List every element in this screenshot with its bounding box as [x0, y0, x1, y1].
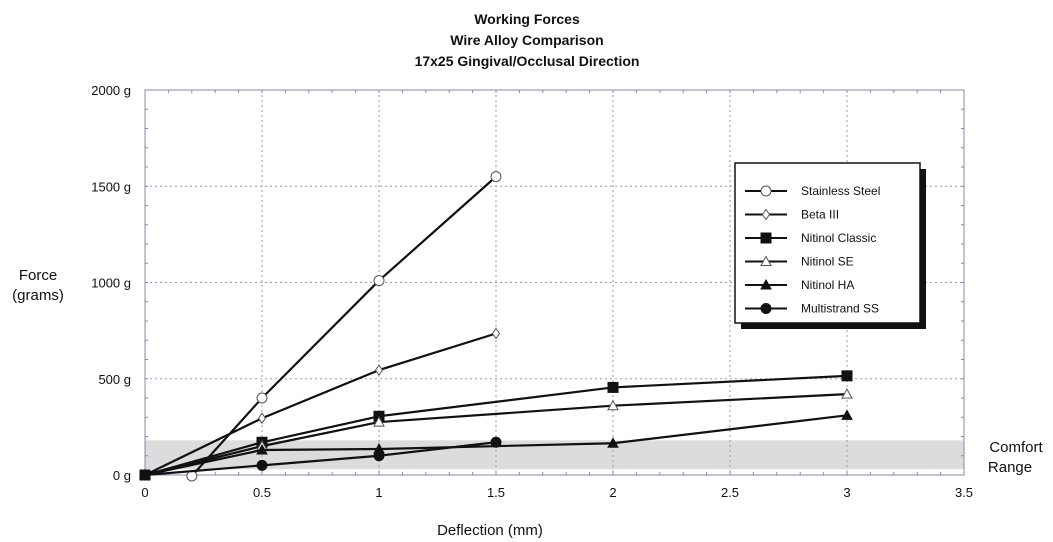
- data-point: [760, 278, 772, 290]
- legend-label: Nitinol SE: [801, 255, 854, 269]
- data-point: [760, 185, 772, 197]
- x-tick-label: 2: [609, 485, 616, 500]
- y-tick-label: 0 g: [113, 468, 131, 483]
- x-tick-label: 1: [375, 485, 382, 500]
- data-point: [256, 443, 268, 455]
- data-point: [490, 436, 502, 448]
- series-line: [144, 441, 497, 477]
- data-point: [841, 370, 853, 382]
- data-point: [257, 412, 267, 425]
- data-point: [760, 303, 772, 314]
- chart-title-line-3: 17x25 Gingival/Occlusal Direction: [415, 53, 640, 69]
- x-tick-label: 2.5: [721, 485, 739, 500]
- legend: Stainless Steel Beta III Nitinol Classic Ni…: [734, 162, 926, 329]
- x-tick-label: 3: [843, 485, 850, 500]
- x-tick-label: 0.5: [253, 485, 271, 500]
- x-axis-label: Deflection (mm): [437, 522, 543, 539]
- data-point: [841, 409, 853, 420]
- data-point: [761, 208, 771, 221]
- chart-title-line-1: Working Forces: [474, 11, 580, 27]
- x-axis-ticks: 0 0.5 1 1.5 2 2.5 3 3.5: [141, 485, 973, 500]
- data-point: [841, 388, 853, 399]
- y-tick-label: 1500 g: [91, 179, 131, 194]
- data-point: [607, 381, 619, 393]
- y-axis-label-line-2: (grams): [12, 287, 64, 304]
- data-point: [374, 364, 384, 376]
- data-point: [373, 416, 385, 427]
- x-tick-label: 3.5: [955, 485, 973, 500]
- y-axis-label-line-1: Force: [19, 267, 57, 284]
- legend-item: Multistrand SS: [745, 302, 879, 316]
- chart-title: Working Forces Wire Alloy Comparison 17x…: [415, 11, 640, 69]
- y-tick-label: 500 g: [98, 372, 131, 387]
- comfort-range-label-line-2: Range: [988, 459, 1032, 476]
- series-stainless-steel: [186, 171, 502, 482]
- data-point: [373, 275, 385, 287]
- data-point: [256, 459, 268, 471]
- legend-item: Stainless Steel: [745, 184, 880, 198]
- data-point: [760, 255, 772, 266]
- legend-label: Beta III: [801, 208, 839, 222]
- y-tick-label: 1000 g: [91, 276, 131, 291]
- series: [139, 171, 853, 482]
- x-tick-label: 0: [141, 485, 148, 500]
- series-line: [190, 175, 497, 477]
- legend-label: Nitinol HA: [801, 278, 854, 292]
- legend-item: Beta III: [745, 208, 839, 222]
- legend-item: Nitinol Classic: [745, 231, 876, 245]
- data-point: [760, 232, 772, 244]
- plot-frame: [144, 89, 965, 476]
- data-point: [607, 399, 619, 411]
- data-point: [373, 450, 385, 462]
- legend-item: Nitinol SE: [745, 255, 854, 269]
- data-point: [490, 171, 502, 183]
- y-axis-ticks: 0 g 500 g 1000 g 1500 g 2000 g: [91, 83, 131, 483]
- legend-label: Multistrand SS: [801, 302, 879, 316]
- legend-label: Stainless Steel: [801, 184, 880, 198]
- series-multistrand-ss: [139, 436, 502, 481]
- data-point: [139, 469, 151, 481]
- data-point: [491, 327, 501, 340]
- comfort-range-label-line-1: Comfort: [989, 439, 1043, 456]
- data-point: [607, 437, 619, 448]
- x-tick-label: 1.5: [487, 485, 505, 500]
- legend-label: Nitinol Classic: [801, 231, 876, 245]
- y-tick-label: 2000 g: [91, 83, 131, 98]
- chart-title-line-2: Wire Alloy Comparison: [450, 32, 603, 48]
- data-point: [256, 392, 268, 404]
- series-line: [144, 332, 497, 476]
- legend-item: Nitinol HA: [745, 278, 854, 292]
